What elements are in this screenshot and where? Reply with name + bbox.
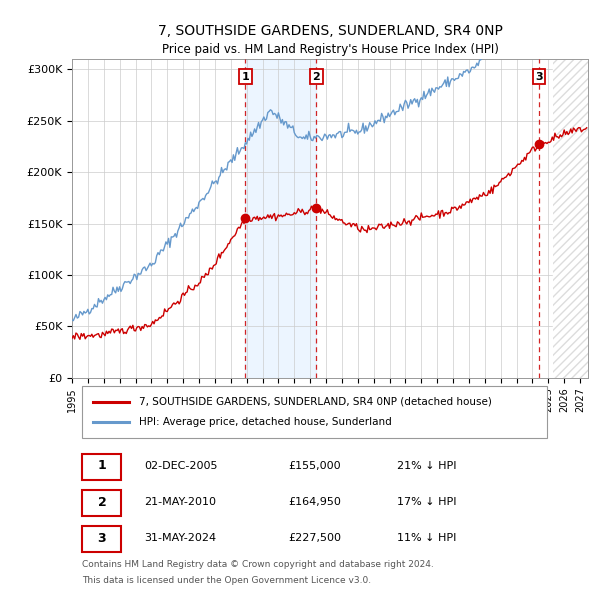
Text: HPI: Average price, detached house, Sunderland: HPI: Average price, detached house, Sund…	[139, 417, 392, 427]
Text: 7, SOUTHSIDE GARDENS, SUNDERLAND, SR4 0NP: 7, SOUTHSIDE GARDENS, SUNDERLAND, SR4 0N…	[158, 24, 502, 38]
Bar	[553, 59, 588, 378]
Text: £164,950: £164,950	[289, 497, 341, 507]
Text: £155,000: £155,000	[289, 461, 341, 471]
Text: 7, SOUTHSIDE GARDENS, SUNDERLAND, SR4 0NP (detached house): 7, SOUTHSIDE GARDENS, SUNDERLAND, SR4 0N…	[139, 397, 492, 407]
Text: 1: 1	[98, 460, 106, 473]
Text: 21-MAY-2010: 21-MAY-2010	[144, 497, 216, 507]
Bar	[553, 59, 588, 378]
Text: 02-DEC-2005: 02-DEC-2005	[144, 461, 218, 471]
Text: 3: 3	[535, 71, 543, 81]
Text: 31-MAY-2024: 31-MAY-2024	[144, 533, 217, 543]
Text: Contains HM Land Registry data © Crown copyright and database right 2024.: Contains HM Land Registry data © Crown c…	[82, 560, 434, 569]
Text: 3: 3	[98, 532, 106, 545]
FancyBboxPatch shape	[82, 526, 121, 552]
FancyBboxPatch shape	[82, 454, 121, 480]
Text: This data is licensed under the Open Government Licence v3.0.: This data is licensed under the Open Gov…	[82, 576, 371, 585]
Text: £227,500: £227,500	[289, 533, 342, 543]
FancyBboxPatch shape	[82, 386, 547, 438]
Text: 2: 2	[98, 496, 106, 509]
Text: 2: 2	[313, 71, 320, 81]
Text: 11% ↓ HPI: 11% ↓ HPI	[397, 533, 457, 543]
Text: 21% ↓ HPI: 21% ↓ HPI	[397, 461, 457, 471]
Text: 1: 1	[242, 71, 249, 81]
FancyBboxPatch shape	[82, 490, 121, 516]
Bar	[245, 59, 316, 378]
Text: 17% ↓ HPI: 17% ↓ HPI	[397, 497, 457, 507]
Text: Price paid vs. HM Land Registry's House Price Index (HPI): Price paid vs. HM Land Registry's House …	[161, 43, 499, 56]
